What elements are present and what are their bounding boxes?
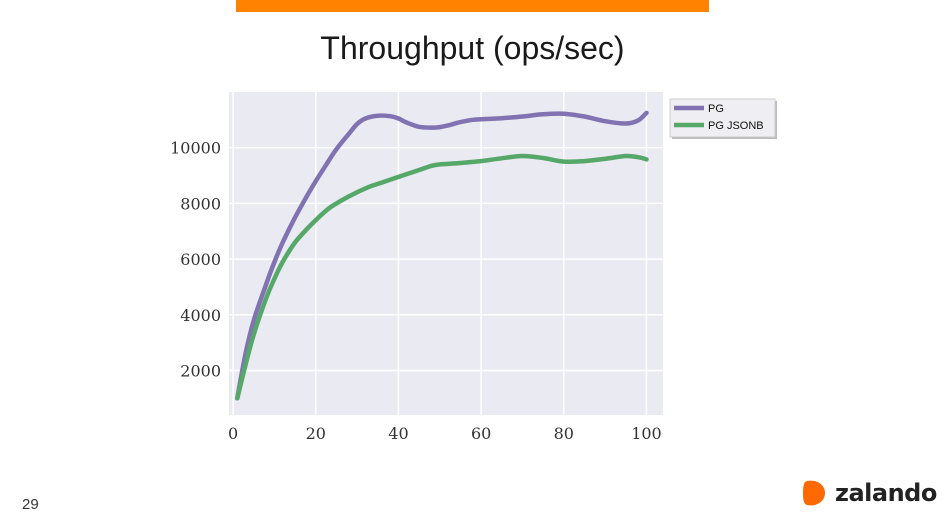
x-tick-label: 40 bbox=[388, 424, 408, 443]
page-number: 29 bbox=[22, 496, 39, 513]
slide-title: Throughput (ops/sec) bbox=[320, 30, 625, 66]
legend-label: PG JSONB bbox=[708, 120, 764, 132]
zalando-flag-icon bbox=[803, 480, 825, 506]
series-lines bbox=[235, 110, 649, 401]
x-tick-label: 20 bbox=[306, 424, 326, 443]
orange-accent-bar bbox=[236, 0, 709, 12]
series-line-pg bbox=[235, 110, 649, 401]
legend-box bbox=[669, 98, 776, 138]
y-tick-label: 8000 bbox=[180, 194, 221, 213]
legend-label: PG bbox=[708, 103, 724, 115]
plot-area bbox=[229, 92, 663, 415]
y-tick-label: 6000 bbox=[180, 250, 221, 269]
x-tick-label: 60 bbox=[471, 424, 491, 443]
x-tick-label: 80 bbox=[554, 424, 574, 443]
zalando-logo: zalando bbox=[803, 479, 937, 507]
x-tick-label: 100 bbox=[631, 424, 662, 443]
x-axis-ticks: 0 20 40 60 80 100 bbox=[228, 424, 662, 443]
logo-text: zalando bbox=[835, 479, 937, 507]
y-tick-label: 2000 bbox=[180, 361, 221, 380]
legend: PG PG JSONB bbox=[669, 98, 777, 139]
series-line-pg-jsonb bbox=[235, 153, 649, 401]
x-tick-label: 0 bbox=[228, 424, 238, 443]
y-tick-label: 4000 bbox=[180, 306, 221, 325]
y-axis-ticks: 2000 4000 6000 8000 10000 bbox=[170, 139, 221, 381]
y-tick-label: 10000 bbox=[170, 139, 221, 158]
